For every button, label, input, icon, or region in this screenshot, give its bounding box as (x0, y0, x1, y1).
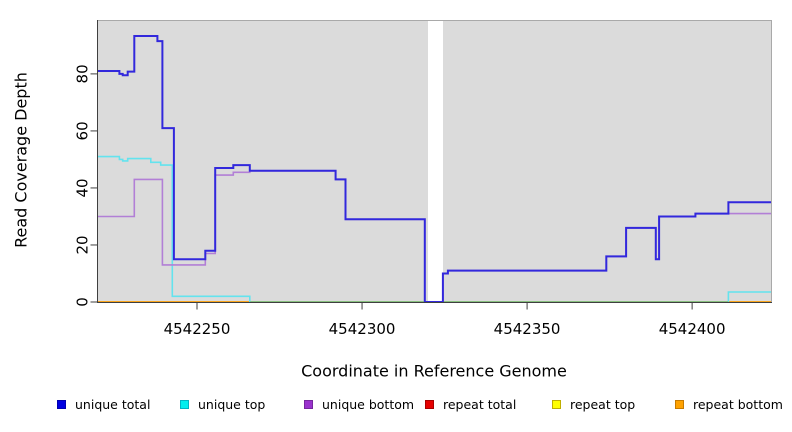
legend-swatch-icon (180, 399, 189, 409)
legend-label: repeat total (443, 396, 517, 412)
legend-item-repeat-bottom: repeat bottom (675, 396, 783, 412)
x-axis-title: Coordinate in Reference Genome (301, 361, 567, 381)
y-axis-title: Read Coverage Depth (11, 72, 31, 248)
legend-swatch-icon (552, 399, 561, 409)
legend-swatch-icon (675, 399, 684, 409)
y-tick-label: 0 (74, 297, 92, 307)
no-data-gap-band (428, 21, 443, 302)
y-tick-label: 20 (74, 235, 92, 254)
legend-label: unique total (75, 396, 151, 412)
legend-item-unique-bottom: unique bottom (304, 396, 415, 412)
legend-label: unique top (198, 396, 266, 412)
y-tick-label: 40 (74, 178, 92, 197)
x-tick-label: 4542350 (494, 320, 561, 338)
x-tick-label: 4542300 (329, 320, 396, 338)
legend-swatch-icon (425, 399, 434, 409)
y-tick-label: 60 (74, 121, 92, 140)
y-tick-label: 80 (74, 64, 92, 83)
x-tick-label: 4542250 (164, 320, 231, 338)
legend-item-repeat-total: repeat total (425, 396, 517, 412)
x-tick-label: 4542400 (659, 320, 726, 338)
legend-label: repeat bottom (693, 396, 783, 412)
legend-swatch-icon (57, 399, 66, 409)
series-line-unique-total (97, 35, 772, 303)
legend-label: unique bottom (322, 396, 415, 412)
legend-label: repeat top (570, 396, 636, 412)
legend-swatch-icon (304, 399, 313, 409)
legend-item-unique-top: unique top (180, 396, 266, 412)
legend-item-unique-total: unique total (57, 396, 151, 412)
legend-item-repeat-top: repeat top (552, 396, 636, 412)
